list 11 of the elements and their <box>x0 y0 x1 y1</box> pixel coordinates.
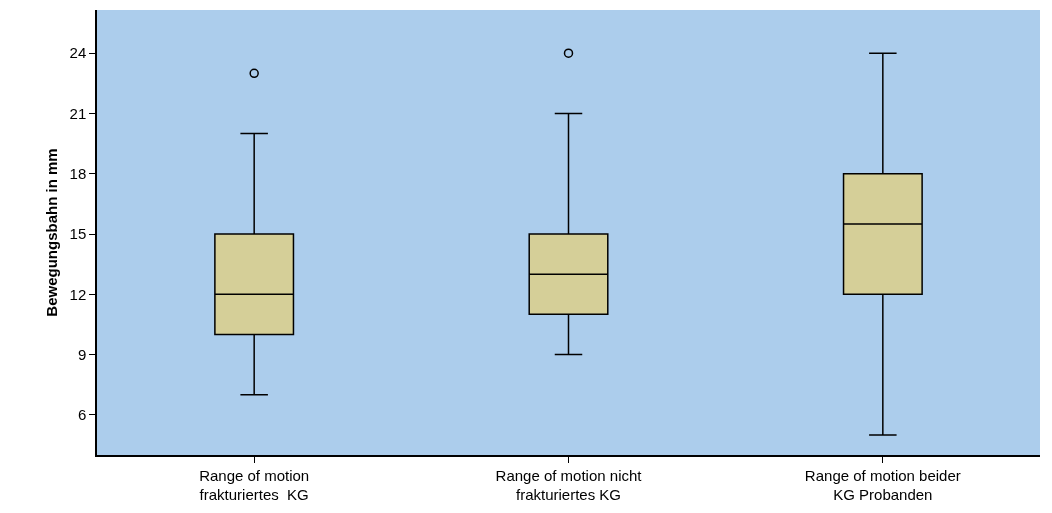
y-tick-label: 6 <box>77 406 87 424</box>
x-tick-label: Range of motion nicht frakturiertes KG <box>495 466 643 504</box>
y-tick-label: 21 <box>69 104 87 122</box>
y-tick-label: 9 <box>77 345 87 363</box>
y-tick-label: 18 <box>69 164 87 182</box>
y-axis-title: Bewegungsbahn in mm <box>43 148 61 317</box>
y-tick-label: 24 <box>69 44 87 62</box>
x-tick-label: Range of motion beider KG Probanden <box>804 466 961 504</box>
y-tick-label: 15 <box>69 225 87 243</box>
y-tick-label: 12 <box>69 285 87 303</box>
x-tick-label: Range of motion frakturiertes KG <box>199 466 310 504</box>
